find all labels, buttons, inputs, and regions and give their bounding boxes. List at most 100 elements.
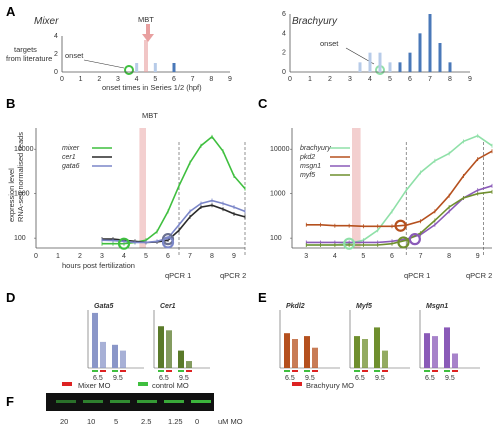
lane-marker-mo	[292, 370, 298, 372]
bar-control	[374, 327, 380, 368]
gel-lane-label: 1.25	[168, 417, 183, 426]
x-tick-label: 7	[191, 76, 195, 83]
lane-marker-mo	[186, 370, 192, 372]
y-tick-label: 2	[54, 51, 58, 58]
panel-a-right-title: Brachyury	[292, 16, 338, 27]
onset-pointer-line	[83, 59, 125, 69]
legend-mixer-mo: Mixer MO	[78, 381, 111, 390]
gene-title: Cer1	[160, 303, 176, 310]
x-tick-label: 2	[328, 76, 332, 83]
bar	[388, 62, 392, 72]
gene-title: Myf5	[356, 303, 372, 310]
y-tick-label: 100	[270, 235, 282, 242]
bar	[135, 63, 139, 72]
panel-b-qpcr1: qPCR 1	[165, 271, 191, 280]
lane-marker-mo	[432, 370, 438, 372]
x-tick-label: 8	[448, 76, 452, 83]
stage-label: 9.5	[375, 375, 385, 382]
lane-marker-control	[444, 370, 450, 372]
x-tick-label: 2	[97, 76, 101, 83]
onset-marker-mixer	[124, 65, 134, 75]
lane-marker-mo	[452, 370, 458, 372]
bar-mo	[452, 353, 458, 368]
panel-label-a: A	[6, 4, 16, 19]
series-line-mixer	[102, 135, 246, 245]
onset-circle	[117, 237, 131, 250]
legend-label-brachyury: brachyury	[300, 145, 331, 152]
series-line-pkd2	[306, 150, 493, 228]
x-tick-label: 4	[122, 253, 126, 260]
panel-b-ylabel-1: expression level	[7, 168, 16, 222]
lane-marker-mo	[120, 370, 126, 372]
lane-marker-control	[304, 370, 310, 372]
panel-c-qpcr1: qPCR 1	[404, 271, 430, 280]
bar	[172, 63, 176, 72]
x-tick-label: 1	[56, 253, 60, 260]
x-tick-label: 5	[153, 76, 157, 83]
gel-lane-label: 2.5	[141, 417, 151, 426]
lane-marker-control	[178, 370, 184, 372]
x-tick-label: 6	[390, 253, 394, 260]
legend-label-msgn1: msgn1	[300, 163, 321, 170]
x-tick-label: 7	[419, 253, 423, 260]
legend-control-mo: control MO	[152, 381, 189, 390]
lane-marker-mo	[100, 370, 106, 372]
gene-title: Gata5	[94, 303, 114, 310]
panel-c-qpcr2: qPCR 2	[466, 271, 492, 280]
panel-b-qpcr2: qPCR 2	[220, 271, 246, 280]
bar-mo	[120, 350, 126, 368]
x-tick-label: 3	[100, 253, 104, 260]
x-tick-label: 2	[78, 253, 82, 260]
mbt-band	[144, 40, 148, 72]
bar	[438, 43, 442, 72]
stage-label: 9.5	[179, 375, 189, 382]
mbt-band	[352, 128, 361, 248]
gel-unit-label: uM MO	[218, 417, 243, 426]
gel-band	[137, 400, 157, 403]
stage-label: 9.5	[113, 375, 123, 382]
stage-label: 6.5	[425, 375, 435, 382]
lane-marker-mo	[312, 370, 318, 372]
lane-marker-control	[92, 370, 98, 372]
legend-label-gata6: gata6	[62, 163, 80, 170]
bar-mo	[312, 347, 318, 368]
panel-a-onset-label: onset	[65, 51, 84, 60]
x-tick-label: 7	[428, 76, 432, 83]
gel-lane-label: 5	[114, 417, 118, 426]
panel-a-right-onset-label: onset	[320, 39, 339, 48]
panel-label-f: F	[6, 394, 14, 409]
x-tick-label: 9	[228, 76, 232, 83]
bar	[378, 52, 382, 72]
bar-control	[112, 344, 118, 368]
bar-control	[424, 333, 430, 368]
series-line-msgn1	[306, 185, 493, 244]
panel-a-xlabel: onset times in Series 1/2 (hpf)	[102, 83, 202, 92]
x-tick-label: 8	[210, 253, 214, 260]
bar-control	[178, 350, 184, 368]
panel-e-chart: Pkdl2 6.5 9.5 Myf5 6.5 9.5 Msgn1 6.5 9.5	[279, 303, 480, 382]
bar-control	[158, 326, 164, 368]
series-line-brachyury	[306, 134, 493, 246]
gel-lane-label: 0	[195, 417, 199, 426]
onset-circle	[394, 219, 407, 232]
legend-label-cer1: cer1	[62, 154, 76, 161]
panel-label-c: C	[258, 96, 268, 111]
bar-mo	[362, 339, 368, 368]
x-tick-label: 9	[468, 76, 472, 83]
panel-a-ylabel-2: from literature	[6, 54, 52, 63]
bar-control	[92, 312, 98, 368]
panel-a-mbt-label: MBT	[138, 15, 154, 24]
x-tick-label: 3	[116, 76, 120, 83]
onset-circle	[161, 236, 175, 249]
x-tick-label: 5	[144, 253, 148, 260]
x-tick-label: 8	[447, 253, 451, 260]
lane-marker-mo	[382, 370, 388, 372]
lane-marker-control	[354, 370, 360, 372]
gel-band	[191, 400, 211, 403]
y-tick-label: 10000	[14, 146, 34, 153]
gel-band	[110, 400, 130, 403]
lane-marker-control	[284, 370, 290, 372]
mbt-arrow-icon	[142, 24, 154, 42]
gel-lane-label: 20	[60, 417, 68, 426]
